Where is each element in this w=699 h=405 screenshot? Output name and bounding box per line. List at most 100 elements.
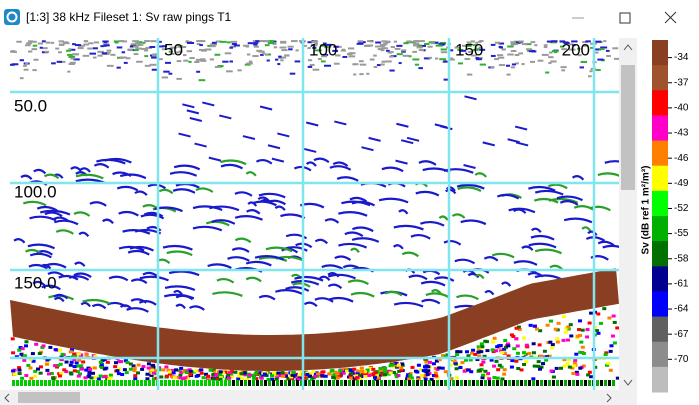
colorbar-label: Sv (dB ref 1 m²/m³)	[641, 166, 652, 255]
echo-sample	[94, 41, 99, 43]
echo-sample	[426, 373, 430, 376]
echo-sample	[588, 322, 592, 325]
echo-sample	[527, 352, 531, 355]
bottom-line-sample	[388, 380, 391, 386]
echo-sample	[580, 66, 584, 68]
echo-sample	[240, 377, 244, 380]
echo-sample	[93, 57, 97, 59]
bottom-line-sample	[316, 380, 319, 386]
echo-sample	[606, 362, 610, 365]
bottom-line-sample	[336, 380, 339, 386]
echo-sample	[163, 71, 169, 73]
echo-sample	[534, 44, 537, 46]
bottom-line-sample	[412, 380, 415, 386]
bottom-line-sample	[444, 380, 447, 386]
echo-sample	[544, 44, 548, 46]
echo-sample	[574, 353, 578, 356]
bottom-line-sample	[268, 380, 271, 386]
echo-sample	[87, 48, 92, 50]
echo-sample	[522, 43, 528, 45]
echo-sample	[586, 373, 590, 376]
bottom-line-sample	[264, 380, 267, 386]
bottom-line-sample	[356, 380, 359, 386]
echo-sample	[80, 368, 84, 371]
bottom-line-sample	[136, 380, 139, 386]
echo-sample	[360, 370, 364, 373]
echo-sample	[144, 40, 150, 42]
echo-sample	[129, 363, 133, 366]
bottom-line-sample	[56, 380, 59, 386]
echo-sample	[389, 70, 394, 72]
echo-sample	[378, 367, 382, 370]
echo-sample	[168, 73, 172, 75]
echo-sample	[126, 57, 131, 59]
echo-sample	[458, 350, 462, 353]
echo-sample	[562, 315, 566, 318]
echo-sample	[578, 319, 582, 322]
bottom-line-sample	[32, 380, 35, 386]
echo-sample	[365, 45, 372, 47]
echo-sample	[194, 369, 198, 372]
echo-sample	[136, 61, 143, 63]
echo-sample	[109, 374, 113, 377]
echo-sample	[491, 55, 496, 57]
echo-sample	[324, 65, 331, 67]
bottom-line-sample	[116, 380, 119, 386]
colorbar-tick-label: -40	[674, 103, 689, 114]
echo-sample	[345, 369, 349, 372]
echo-sample	[541, 362, 545, 365]
horizontal-scrollbar[interactable]	[0, 390, 637, 405]
echo-sample	[550, 346, 554, 349]
echo-sample	[552, 50, 559, 52]
echo-sample	[522, 363, 526, 366]
bottom-line-sample	[80, 380, 83, 386]
echo-sample	[547, 41, 552, 43]
echo-sample	[494, 360, 498, 363]
echo-sample	[597, 332, 601, 335]
echo-sample	[609, 350, 613, 353]
echo-sample	[88, 42, 93, 44]
echo-sample	[439, 58, 446, 60]
echo-sample	[511, 50, 517, 52]
echo-sample	[589, 70, 592, 72]
echo-sample	[186, 40, 189, 42]
bottom-line-sample	[500, 380, 503, 386]
echo-sample	[554, 328, 558, 331]
echo-sample	[265, 44, 270, 46]
bottom-line-sample	[76, 380, 79, 386]
echo-sample	[285, 55, 290, 57]
echo-sample	[195, 375, 199, 378]
horizontal-scroll-thumb[interactable]	[18, 392, 80, 403]
echo-sample	[428, 46, 433, 48]
echo-sample	[532, 351, 536, 354]
bottom-line-sample	[152, 380, 155, 386]
echo-sample	[229, 47, 233, 49]
echo-sample	[602, 307, 606, 310]
echo-sample	[278, 56, 281, 58]
bottom-line-sample	[304, 380, 307, 386]
echo-sample	[280, 42, 286, 44]
echo-sample	[413, 44, 418, 46]
bottom-line-sample	[308, 380, 311, 386]
bottom-line-sample	[140, 380, 143, 386]
colorbar-tick-label: -43	[674, 128, 689, 139]
vertical-scroll-thumb[interactable]	[621, 65, 635, 190]
echo-sample	[210, 45, 216, 47]
echo-sample	[228, 371, 232, 374]
echo-sample	[42, 47, 48, 49]
echo-sample	[69, 371, 73, 374]
echo-sample	[543, 350, 547, 353]
echo-sample	[115, 369, 119, 372]
bottom-line-sample	[296, 380, 299, 386]
echo-sample	[552, 376, 556, 379]
bottom-line-sample	[488, 380, 491, 386]
echo-sample	[313, 69, 320, 71]
echo-sample	[367, 374, 371, 377]
echo-sample	[89, 53, 96, 55]
echo-sample	[491, 44, 496, 46]
bottom-line-sample	[252, 380, 255, 386]
echo-sample	[254, 46, 259, 48]
echo-sample	[290, 73, 296, 75]
echo-sample	[59, 40, 64, 42]
echo-sample	[10, 64, 15, 66]
